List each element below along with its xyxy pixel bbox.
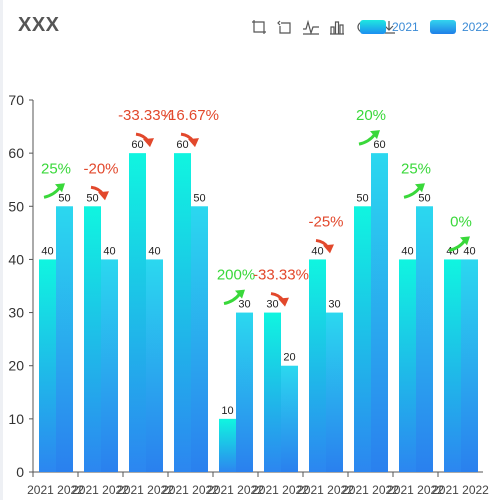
- legend-item-2021[interactable]: 2021: [360, 20, 419, 34]
- data-label-2021: 30: [266, 299, 278, 311]
- x-tick-label: 2021 2022: [252, 483, 309, 497]
- x-tick-label: 2021 2022: [387, 483, 444, 497]
- y-tick-label: 50: [8, 198, 24, 214]
- data-label-2021: 60: [176, 139, 188, 151]
- x-tick-label: 2021 2022: [432, 483, 489, 497]
- increase-label: 20%: [356, 107, 386, 124]
- arrow-down-head-icon: [278, 297, 289, 307]
- x-tick-label: 2021 2022: [72, 483, 129, 497]
- data-label-2021: 60: [131, 139, 143, 151]
- bar-2022: [416, 206, 433, 473]
- data-label-2022: 60: [373, 139, 385, 151]
- bar-2021: [309, 259, 326, 472]
- decrease-label: -25%: [308, 213, 343, 230]
- legend-item-2022[interactable]: 2022: [430, 20, 489, 34]
- y-tick-label: 60: [8, 145, 24, 161]
- decrease-label: -20%: [83, 160, 118, 177]
- arrow-down-head-icon: [323, 244, 334, 254]
- data-label-2022: 30: [328, 299, 340, 311]
- increase-label: 0%: [450, 213, 472, 230]
- bar-2022: [191, 206, 208, 473]
- y-tick-label: 70: [8, 92, 24, 108]
- arrow-down-head-icon: [188, 138, 199, 148]
- chart-title: XXX: [18, 14, 60, 36]
- data-label-2021: 50: [86, 192, 98, 204]
- y-tick-label: 40: [8, 251, 24, 267]
- data-label-2022: 30: [238, 299, 250, 311]
- bar-2022: [56, 206, 73, 473]
- x-tick-label: 2021 2022: [162, 483, 219, 497]
- bar-2021: [354, 206, 371, 473]
- data-label-2022: 50: [193, 192, 205, 204]
- bar-chart-icon[interactable]: [328, 18, 346, 36]
- bar-2021: [444, 259, 461, 472]
- arrow-up-head-icon: [55, 183, 65, 193]
- decrease-label: -16.67%: [163, 107, 219, 124]
- legend-swatch-2021: [360, 20, 386, 34]
- x-tick-label: 2021 2022: [342, 483, 399, 497]
- increase-label: 25%: [401, 160, 431, 177]
- line-chart-icon[interactable]: [302, 18, 320, 36]
- decrease-label: -33.33%: [253, 267, 309, 284]
- y-tick-label: 0: [16, 464, 24, 480]
- x-tick-label: 2021 2022: [297, 483, 354, 497]
- data-label-2021: 40: [401, 245, 413, 257]
- arrow-down-head-icon: [143, 138, 154, 148]
- decrease-label: -33.33%: [118, 107, 174, 124]
- arrow-down-head-icon: [98, 191, 109, 201]
- bar-2022: [371, 153, 388, 472]
- bar-2021: [39, 259, 56, 472]
- data-label-2021: 40: [311, 245, 323, 257]
- y-tick-label: 20: [8, 358, 24, 374]
- bar-2021: [84, 206, 101, 473]
- increase-label: 200%: [217, 267, 255, 284]
- data-label-2022: 40: [463, 245, 475, 257]
- bar-2021: [129, 153, 146, 472]
- data-label-2022: 50: [58, 192, 70, 204]
- left-edge-strip: [0, 0, 3, 500]
- data-label-2022: 50: [418, 192, 430, 204]
- bar-2021: [399, 259, 416, 472]
- data-label-2021: 10: [221, 405, 233, 417]
- bar-2022: [236, 312, 253, 472]
- arrow-up-head-icon: [235, 289, 245, 299]
- legend-swatch-2022: [430, 20, 456, 34]
- data-label-2021: 50: [356, 192, 368, 204]
- data-label-2022: 20: [283, 352, 295, 364]
- data-zoom-icon[interactable]: [250, 18, 268, 36]
- data-label-2021: 40: [41, 245, 53, 257]
- y-tick-label: 30: [8, 305, 24, 321]
- x-tick-label: 2021 2022: [117, 483, 174, 497]
- bar-2022: [101, 259, 118, 472]
- bar-2021: [264, 312, 281, 472]
- arrow-up-head-icon: [370, 130, 380, 140]
- legend-label-2022: 2022: [462, 20, 489, 34]
- legend-label-2021: 2021: [392, 20, 419, 34]
- data-label-2022: 40: [148, 245, 160, 257]
- bar-2022: [146, 259, 163, 472]
- increase-label: 25%: [41, 160, 71, 177]
- bar-2021: [174, 153, 191, 472]
- data-label-2022: 40: [103, 245, 115, 257]
- arrow-up-head-icon: [460, 236, 470, 246]
- x-tick-label: 2021 2022: [207, 483, 264, 497]
- bar-2022: [326, 312, 343, 472]
- bar-2021: [219, 418, 236, 472]
- restore-zoom-icon[interactable]: [276, 18, 294, 36]
- bar-2022: [281, 365, 298, 472]
- y-tick-label: 10: [8, 411, 24, 427]
- bar-2022: [461, 259, 478, 472]
- arrow-up-head-icon: [415, 183, 425, 193]
- x-tick-label: 2021 2022: [27, 483, 84, 497]
